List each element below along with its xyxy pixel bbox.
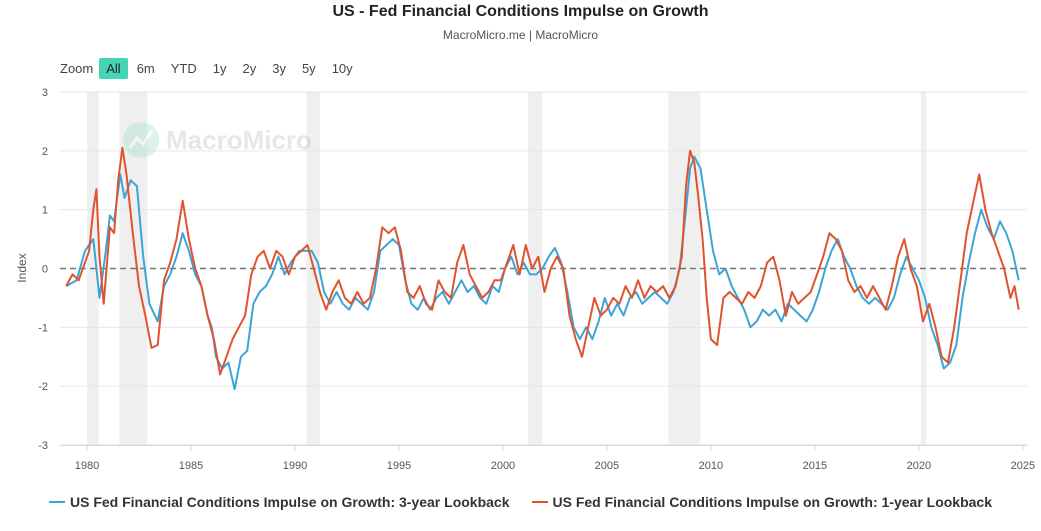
x-tick-label: 2005 (595, 460, 619, 472)
series-lines (65, 146, 1020, 391)
zoom-label: Zoom (60, 60, 94, 76)
zoom-button-6m[interactable]: 6m (136, 60, 155, 76)
chart-subtitle: MacroMicro.me | MacroMicro (442, 28, 599, 42)
series-line-3-year (65, 155, 1020, 391)
legend-label-3-year: US Fed Financial Conditions Impulse on G… (69, 494, 510, 510)
legend-label-1-year: US Fed Financial Conditions Impulse on G… (552, 494, 993, 510)
legend-item-3-year[interactable]: US Fed Financial Conditions Impulse on G… (48, 494, 510, 510)
y-tick-label: 2 (42, 146, 48, 158)
x-tick-label: 2010 (699, 460, 723, 472)
y-axis-label: Index (15, 253, 29, 282)
legend-swatch-3-year (48, 501, 65, 503)
zoom-button-1y[interactable]: 1y (212, 60, 227, 76)
watermark: MacroMicro (123, 122, 312, 158)
watermark-logo-icon (123, 122, 159, 158)
zoom-button-all[interactable]: All (99, 57, 128, 79)
zoom-button-ytd[interactable]: YTD (170, 60, 197, 76)
y-tick-label: -3 (38, 440, 48, 452)
zoom-toolbar: Zoom All 6m YTD 1y 2y 3y 5y 10y (60, 57, 362, 79)
y-tick-label: -2 (38, 381, 48, 393)
chart-title: US - Fed Financial Conditions Impulse on… (332, 3, 709, 20)
y-tick-label: -1 (38, 322, 48, 334)
watermark-text: MacroMicro (166, 125, 312, 155)
y-tick-label: 1 (42, 205, 48, 217)
x-tick-label: 1990 (283, 460, 307, 472)
y-tick-label: 3 (42, 87, 48, 99)
watermark-chart-icon (128, 130, 154, 149)
zoom-button-10y[interactable]: 10y (331, 60, 353, 76)
x-axis: 1980 1985 1990 1995 2000 2005 2010 2015 2020 2025 (60, 445, 1035, 472)
zoom-button-2y[interactable]: 2y (242, 60, 257, 76)
zoom-button-3y[interactable]: 3y (272, 60, 286, 76)
x-tick-label: 1985 (179, 460, 203, 472)
legend: US Fed Financial Conditions Impulse on G… (0, 494, 1041, 510)
zoom-button-5y[interactable]: 5y (301, 60, 316, 76)
x-tick-label: 2020 (907, 460, 931, 472)
x-tick-label: 2015 (803, 460, 827, 472)
x-tick-label: 2025 (1011, 460, 1035, 472)
legend-swatch-1-year (531, 501, 548, 503)
y-tick-label: 0 (42, 264, 48, 276)
y-axis: -3 -2 -1 0 1 2 3 (38, 87, 48, 452)
legend-item-1-year[interactable]: US Fed Financial Conditions Impulse on G… (531, 494, 993, 510)
x-tick-label: 1995 (387, 460, 411, 472)
x-tick-label: 1980 (75, 460, 99, 472)
series-line-1-year (65, 146, 1020, 376)
x-tick-label: 2000 (491, 460, 515, 472)
